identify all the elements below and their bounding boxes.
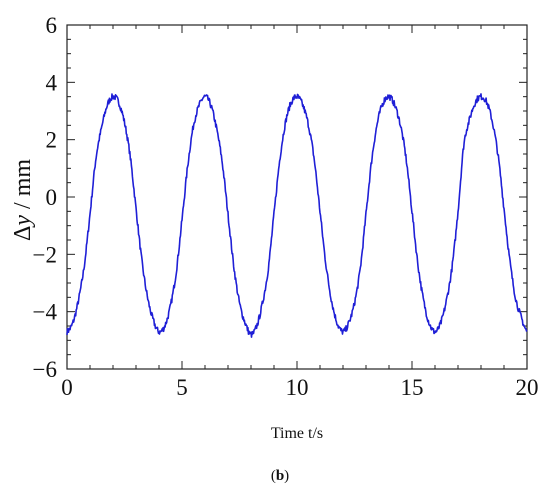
series-line-0: [66, 93, 528, 338]
panel-label-close: ): [284, 468, 289, 484]
series-layer: [66, 93, 528, 338]
axis-tick-labels: 0 5 10 15 20 −6 −4 −2 0 2 4 6: [33, 13, 539, 400]
x-tick-label: 20: [516, 375, 539, 400]
y-tick-label: 6: [46, 13, 58, 38]
y-tick-label: 2: [46, 128, 58, 153]
y-tick-label: −6: [33, 357, 57, 382]
x-tick-label: 10: [286, 375, 309, 400]
x-axis-label: Time t/s: [271, 425, 323, 442]
y-tick-label: −4: [33, 300, 58, 325]
x-tick-label: 15: [401, 375, 424, 400]
y-axis-label-delta: Δ: [10, 226, 36, 241]
y-axis-label: Δy / mm: [10, 159, 36, 241]
x-tick-label: 0: [61, 375, 73, 400]
y-axis-label-var: y: [10, 215, 36, 228]
y-tick-label: −2: [33, 242, 57, 267]
panel-label-letter: b: [276, 468, 284, 484]
y-tick-label: 0: [46, 185, 58, 210]
y-axis-label-unit: / mm: [10, 159, 36, 215]
plot-frame: [66, 24, 528, 370]
axis-ticks: [66, 24, 528, 370]
x-tick-label: 5: [176, 375, 188, 400]
plot-axes: [66, 24, 528, 370]
panel-label: (b): [271, 468, 289, 484]
panel-label-open: (: [271, 468, 276, 484]
y-tick-label: 4: [46, 70, 58, 95]
